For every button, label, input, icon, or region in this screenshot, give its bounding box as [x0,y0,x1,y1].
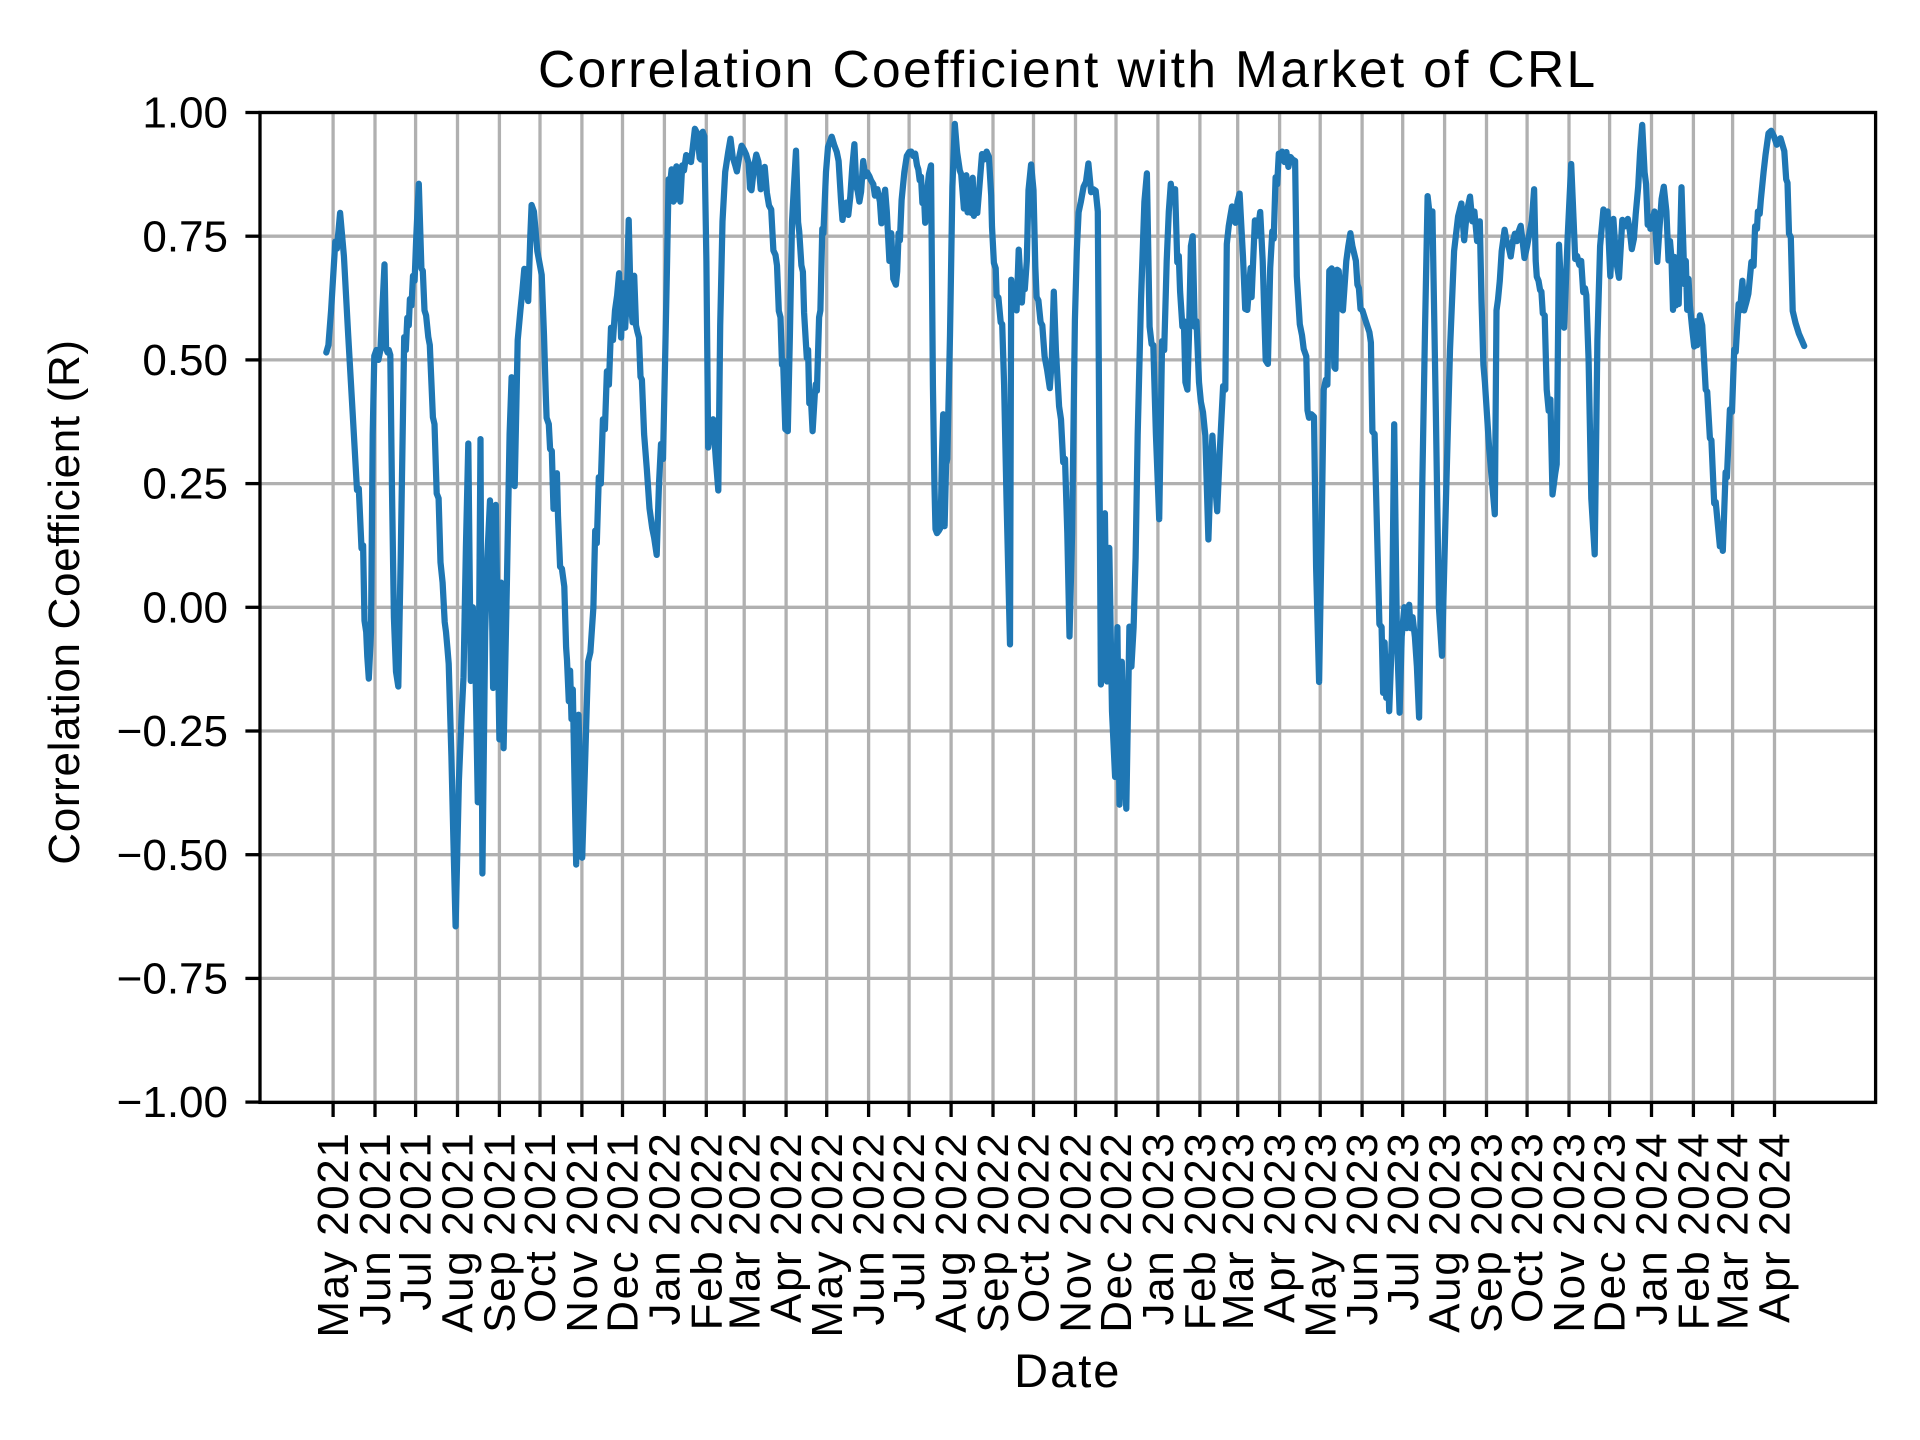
svg-text:May 2022: May 2022 [803,1132,852,1338]
svg-text:−0.75: −0.75 [117,955,228,1004]
svg-text:0.00: 0.00 [142,583,228,632]
svg-text:Mar 2024: Mar 2024 [1709,1132,1758,1331]
svg-text:−1.00: −1.00 [117,1078,228,1127]
svg-text:Aug 2022: Aug 2022 [927,1132,976,1333]
svg-text:Mar 2023: Mar 2023 [1214,1132,1263,1331]
svg-text:Jan 2022: Jan 2022 [641,1132,690,1326]
svg-text:−0.25: −0.25 [117,707,228,756]
svg-text:Feb 2023: Feb 2023 [1176,1132,1225,1331]
svg-text:Apr 2023: Apr 2023 [1256,1132,1305,1323]
svg-text:Correlation Coefficient (R): Correlation Coefficient (R) [40,339,89,864]
svg-text:−0.50: −0.50 [117,831,228,880]
svg-text:Jun 2021: Jun 2021 [351,1132,400,1326]
svg-text:Dec 2021: Dec 2021 [599,1132,648,1333]
svg-text:Jan 2023: Jan 2023 [1134,1132,1183,1326]
svg-text:May 2023: May 2023 [1296,1132,1345,1338]
svg-text:Sep 2022: Sep 2022 [969,1132,1018,1333]
svg-text:Jan 2024: Jan 2024 [1628,1132,1677,1326]
svg-text:Oct 2023: Oct 2023 [1503,1132,1552,1323]
svg-text:Oct 2022: Oct 2022 [1010,1132,1059,1323]
svg-text:Nov 2021: Nov 2021 [558,1132,607,1333]
svg-text:0.50: 0.50 [142,336,228,385]
svg-text:Jul 2021: Jul 2021 [392,1132,441,1311]
svg-text:Sep 2021: Sep 2021 [476,1132,525,1333]
svg-text:Jul 2022: Jul 2022 [885,1132,934,1311]
svg-text:Correlation Coefficient with M: Correlation Coefficient with Market of C… [538,40,1597,98]
svg-text:Feb 2022: Feb 2022 [682,1132,731,1331]
svg-text:Mar 2022: Mar 2022 [720,1132,769,1331]
svg-text:Dec 2022: Dec 2022 [1092,1132,1141,1333]
svg-text:Apr 2022: Apr 2022 [762,1132,811,1323]
svg-text:Nov 2023: Nov 2023 [1545,1132,1594,1333]
svg-text:Jul 2023: Jul 2023 [1379,1132,1428,1311]
svg-text:1.00: 1.00 [142,89,228,138]
svg-text:Aug 2021: Aug 2021 [434,1132,483,1333]
svg-text:Jun 2023: Jun 2023 [1338,1132,1387,1326]
svg-text:Nov 2022: Nov 2022 [1052,1132,1101,1333]
svg-text:Oct 2021: Oct 2021 [516,1132,565,1323]
svg-text:May 2021: May 2021 [309,1132,358,1338]
svg-text:Jun 2022: Jun 2022 [845,1132,894,1326]
svg-text:Feb 2024: Feb 2024 [1670,1132,1719,1331]
svg-text:0.75: 0.75 [142,212,228,261]
svg-text:Aug 2023: Aug 2023 [1421,1132,1470,1333]
svg-text:Date: Date [1014,1344,1121,1397]
svg-text:Sep 2023: Sep 2023 [1463,1132,1512,1333]
svg-text:0.25: 0.25 [142,460,228,509]
svg-text:Dec 2023: Dec 2023 [1586,1132,1635,1333]
svg-text:Apr 2024: Apr 2024 [1751,1132,1800,1323]
